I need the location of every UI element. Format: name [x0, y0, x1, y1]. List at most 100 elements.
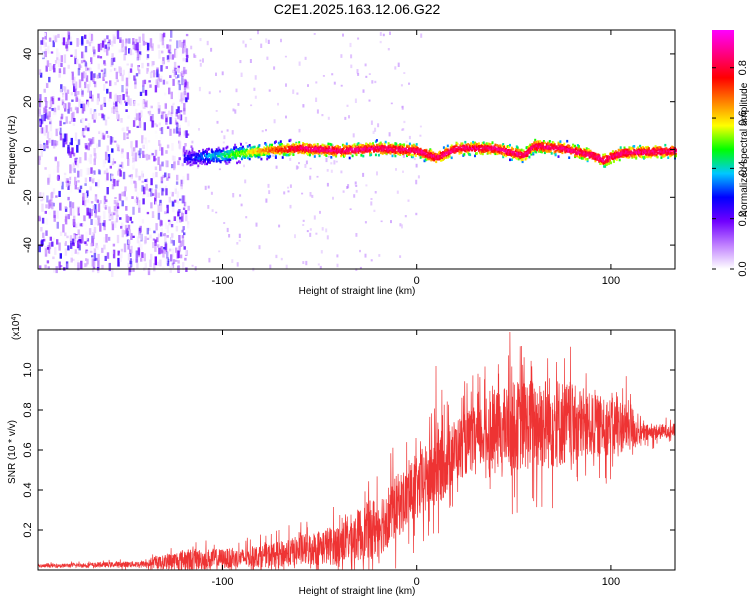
signal-cell — [547, 144, 550, 147]
signal-cell — [268, 152, 271, 156]
signal-cell — [475, 152, 478, 155]
signal-cell — [251, 147, 254, 151]
noise-cell — [80, 149, 83, 155]
noise-cell — [184, 257, 187, 261]
noise-cell — [42, 141, 46, 144]
noise-cell — [117, 170, 120, 176]
signal-cell — [570, 151, 573, 155]
noise-cell — [99, 56, 103, 59]
noise-cell — [145, 153, 149, 161]
noise-cell — [48, 242, 52, 250]
noise-cell — [70, 112, 74, 122]
faint-cell — [402, 170, 404, 173]
noise-cell — [151, 70, 154, 73]
noise-cell — [143, 122, 146, 131]
signal-cell — [311, 145, 314, 148]
noise-cell — [181, 229, 184, 233]
signal-cell — [489, 143, 492, 146]
noise-cell — [100, 69, 104, 72]
noise-cell — [104, 206, 107, 209]
noise-cell — [55, 224, 58, 228]
noise-cell — [71, 202, 75, 209]
noise-cell — [166, 257, 169, 265]
signal-cell — [384, 140, 387, 144]
noise-cell — [158, 50, 161, 59]
signal-cell — [281, 156, 284, 159]
noise-cell — [155, 171, 158, 178]
figure-title: C2E1.2025.163.12.06.G22 — [274, 1, 441, 17]
signal-cell — [502, 155, 505, 159]
faint-cell — [370, 259, 373, 262]
noise-cell — [159, 199, 162, 206]
signal-cell — [330, 156, 333, 159]
faint-cell — [350, 64, 353, 69]
signal-cell — [548, 140, 551, 143]
noise-cell — [166, 44, 169, 49]
signal-cell — [288, 147, 291, 150]
noise-cell — [68, 180, 71, 187]
noise-cell — [172, 78, 175, 86]
noise-cell — [113, 212, 116, 216]
noise-cell — [98, 139, 101, 147]
noise-cell — [58, 68, 62, 74]
noise-cell — [150, 188, 153, 197]
noise-cell — [64, 207, 68, 212]
snr-series-line — [38, 331, 675, 570]
noise-cell — [69, 176, 72, 181]
signal-cell — [425, 149, 428, 153]
noise-cell — [59, 133, 63, 141]
signal-cell — [360, 154, 363, 157]
signal-cell — [222, 149, 225, 153]
signal-cell — [459, 144, 462, 147]
noise-cell — [146, 81, 150, 89]
signal-cell — [191, 151, 194, 154]
noise-cell — [143, 240, 147, 245]
noise-cell — [138, 207, 141, 213]
noise-cell — [176, 174, 179, 181]
signal-cell — [245, 148, 248, 152]
faint-cell — [199, 62, 202, 67]
noise-cell — [103, 170, 107, 175]
signal-cell — [209, 154, 212, 157]
signal-cell — [190, 145, 193, 148]
signal-cell — [239, 161, 241, 164]
signal-cell — [645, 153, 648, 156]
signal-cell — [229, 158, 232, 161]
signal-cell — [186, 158, 189, 161]
noise-cell — [81, 36, 84, 45]
noise-cell — [44, 48, 48, 51]
noise-cell — [72, 208, 75, 216]
noise-cell — [96, 199, 99, 203]
signal-cell — [435, 160, 438, 164]
faint-cell — [407, 199, 410, 202]
faint-cell — [374, 127, 377, 132]
noise-cell — [84, 241, 87, 245]
noise-cell — [158, 105, 161, 113]
noise-cell — [68, 121, 72, 124]
signal-cell — [481, 152, 484, 156]
signal-cell — [224, 160, 227, 163]
signal-cell — [307, 152, 309, 156]
noise-cell — [66, 263, 69, 268]
noise-cell — [83, 59, 86, 63]
spectrogram-x-label: Height of straight line (km) — [299, 286, 416, 297]
noise-cell — [138, 213, 141, 222]
faint-cell — [413, 153, 416, 157]
noise-cell — [177, 209, 180, 217]
noise-cell — [81, 119, 85, 127]
noise-cell — [111, 183, 115, 190]
noise-cell — [84, 263, 87, 268]
faint-cell — [238, 239, 241, 242]
faint-cell — [370, 198, 373, 200]
faint-cell — [364, 253, 367, 258]
noise-cell — [100, 104, 103, 111]
faint-cell — [400, 84, 403, 87]
signal-cell — [246, 156, 249, 160]
signal-cell — [504, 153, 507, 156]
signal-cell — [473, 143, 475, 147]
noise-cell — [52, 145, 56, 149]
noise-cell — [49, 199, 52, 208]
noise-cell — [151, 189, 155, 192]
noise-cell — [50, 96, 53, 102]
noise-cell — [184, 116, 188, 123]
